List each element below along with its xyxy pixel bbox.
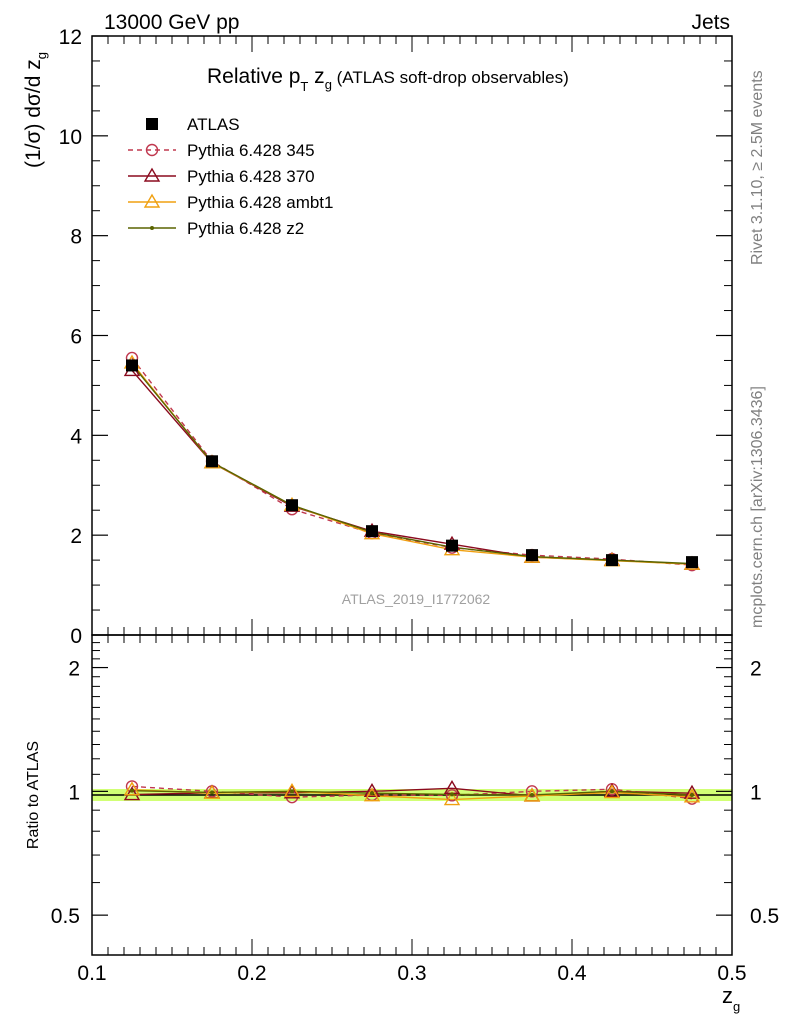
ratio-point-pythia-6-428-370 <box>363 782 381 798</box>
legend-marker <box>143 167 161 182</box>
legend-label: Pythia 6.428 z2 <box>187 219 304 238</box>
plot-title-suffix: (ATLAS soft-drop observables) <box>332 68 569 87</box>
data-point-atlas <box>526 549 538 562</box>
ratio-point-pythia-6-428-ambt1 <box>123 781 141 796</box>
main-series-lines <box>131 357 693 566</box>
x-axis-label: zg <box>722 983 740 1014</box>
ratio-point-pythia-6-428-370 <box>283 784 301 799</box>
ratio-y-tick-label-right: 1 <box>750 781 762 804</box>
y-axis-label-sub: g <box>34 52 49 59</box>
plot-title-sub-g: g <box>325 77 332 92</box>
legend-marker <box>145 143 159 157</box>
legend-label: Pythia 6.428 345 <box>187 141 315 160</box>
ratio-point-pythia-6-428-345 <box>445 789 459 802</box>
main-series-markers <box>123 351 701 572</box>
x-tick-label: 0.3 <box>397 962 426 985</box>
ratio-point-pythia-6-428-z2 <box>450 792 454 797</box>
legend-marker <box>150 226 154 230</box>
y-tick-label: 0 <box>70 625 82 648</box>
legend-label: Pythia 6.428 ambt1 <box>187 193 333 212</box>
ratio-point-pythia-6-428-z2 <box>210 790 214 795</box>
data-point-atlas <box>126 359 138 372</box>
data-point-atlas <box>286 499 298 512</box>
ratio-y-axis-label: Ratio to ATLAS <box>25 741 42 849</box>
analysis-label: ATLAS_2019_I1772062 <box>342 591 491 607</box>
ratio-panel: 0.5 0.5 1 1 2 2 0.1 0.2 0.3 0.4 0.5 Ratio to ATLAS <box>25 634 779 985</box>
ratio-y-tick-label-right: 2 <box>750 658 762 681</box>
y-axis-label: (1/σ) dσ/d zg <box>22 52 49 168</box>
legend-label: ATLAS <box>187 115 240 134</box>
ratio-point-pythia-6-428-370 <box>683 784 701 799</box>
ratio-point-pythia-6-428-z2 <box>690 792 694 797</box>
ratio-point-pythia-6-428-z2 <box>130 788 134 793</box>
data-point-atlas <box>366 525 378 538</box>
ratio-line-pythia-6-428-z2 <box>131 789 693 796</box>
ratio-point-pythia-6-428-370 <box>123 786 141 801</box>
legend: ATLAS Pythia 6.428 345 Pythia 6.428 370 Pyt… <box>128 115 333 238</box>
ratio-point-pythia-6-428-ambt1 <box>603 784 621 799</box>
x-tick-label: 0.5 <box>717 962 746 985</box>
source-label: mcplots.cern.ch [arXiv:1306.3436] <box>749 386 766 628</box>
data-point-atlas <box>206 455 218 468</box>
legend-marker <box>143 193 161 208</box>
ratio-y-tick-label: 2 <box>68 658 80 681</box>
plot-title-z: z <box>308 65 324 88</box>
x-tick-label: 0.2 <box>237 962 266 985</box>
plot-title: Relative pT zg (ATLAS soft-drop observab… <box>207 65 569 94</box>
y-tick-label: 8 <box>70 226 82 249</box>
ratio-series-markers <box>123 779 701 806</box>
energy-label: 13000 GeV pp <box>104 11 239 34</box>
y-tick-label: 12 <box>59 26 82 49</box>
ratio-point-pythia-6-428-ambt1 <box>283 782 301 798</box>
process-label: Jets <box>691 11 730 34</box>
x-tick-label: 0.1 <box>77 962 106 985</box>
y-tick-label: 2 <box>70 525 82 548</box>
ratio-axis-ticks: 0.5 0.5 1 1 2 2 0.1 0.2 0.3 0.4 0.5 <box>51 635 779 985</box>
x-axis-label-sub: g <box>733 999 740 1014</box>
legend-marker <box>146 118 158 130</box>
plot-title-sub-t: T <box>300 79 308 94</box>
ratio-point-pythia-6-428-z2 <box>290 789 294 794</box>
ratio-point-pythia-6-428-z2 <box>530 792 534 797</box>
ratio-y-tick-label: 0.5 <box>51 905 80 928</box>
ratio-point-pythia-6-428-ambt1 <box>523 787 541 802</box>
ratio-point-pythia-6-428-ambt1 <box>203 784 221 799</box>
ratio-y-tick-label: 1 <box>68 781 80 804</box>
y-axis-label-main: (1/σ) dσ/d z <box>22 59 45 168</box>
ratio-point-pythia-6-428-ambt1 <box>443 791 461 806</box>
legend-label: Pythia 6.428 370 <box>187 167 315 186</box>
ratio-point-pythia-6-428-z2 <box>610 789 614 794</box>
series-line-pythia-6-428-z2 <box>131 364 693 565</box>
x-axis-label-main: z <box>722 983 733 1008</box>
data-point-atlas <box>606 554 618 567</box>
ratio-point-pythia-6-428-ambt1 <box>683 788 701 803</box>
y-tick-label: 4 <box>70 425 82 448</box>
y-tick-label: 6 <box>70 326 82 349</box>
data-point-atlas <box>446 539 458 552</box>
ratio-point-pythia-6-428-z2 <box>370 791 374 796</box>
plot-title-prefix: Relative p <box>207 65 300 88</box>
ratio-y-tick-label-right: 0.5 <box>750 905 779 928</box>
y-tick-label: 10 <box>59 126 82 149</box>
rivet-label: Rivet 3.1.10, ≥ 2.5M events <box>749 70 766 265</box>
ratio-point-pythia-6-428-ambt1 <box>363 787 381 802</box>
main-axis-ticks: 0 2 4 6 8 10 12 <box>59 26 733 648</box>
data-point-atlas <box>686 556 698 569</box>
ratio-series-lines <box>131 785 693 801</box>
x-tick-label: 0.4 <box>557 962 587 985</box>
